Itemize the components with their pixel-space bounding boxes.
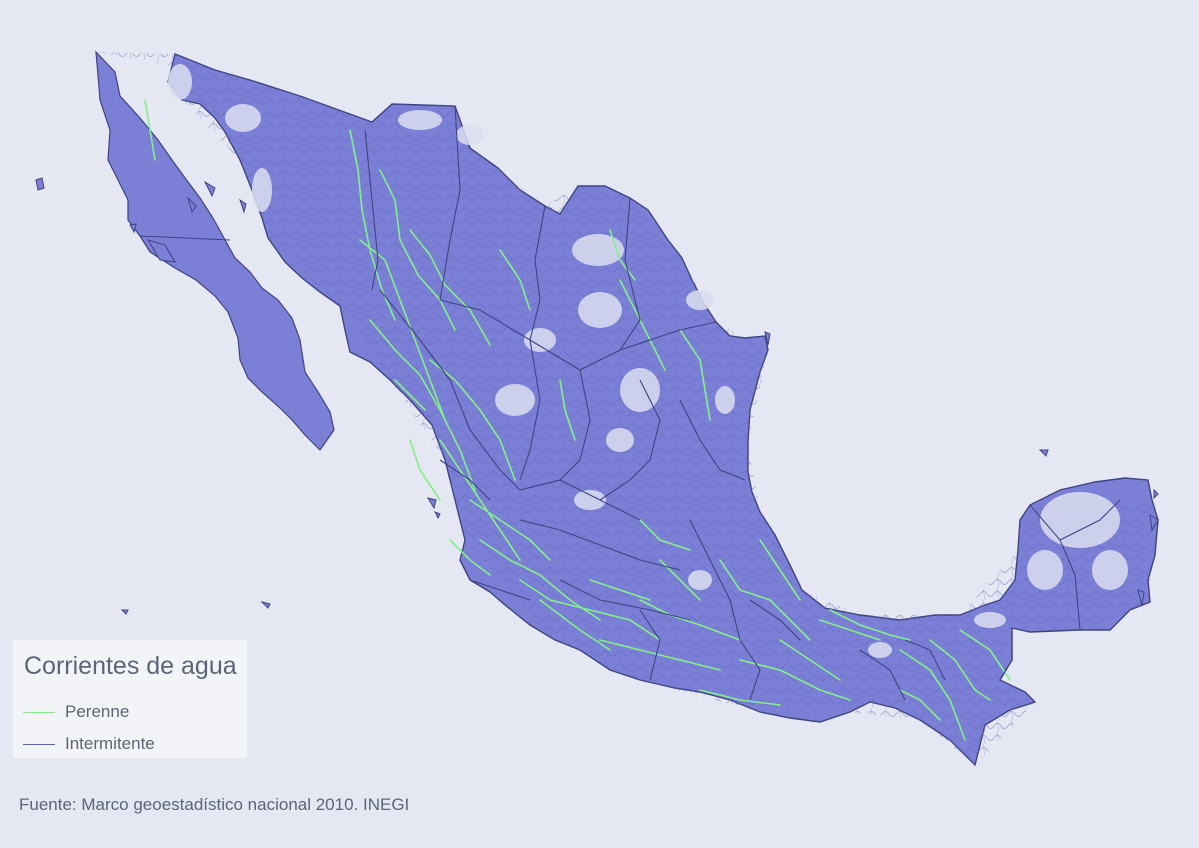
- intermittent-streams-layer: [96, 52, 1152, 765]
- legend-item-intermittent: Intermitente: [23, 728, 237, 760]
- map-legend: Corrientes de agua Perenne Intermitente: [13, 640, 247, 758]
- legend-item-perennial: Perenne: [23, 696, 237, 728]
- source-caption: Fuente: Marco geoestadístico nacional 20…: [19, 795, 410, 814]
- perennial-swatch: [23, 711, 55, 713]
- intermittent-swatch: [23, 743, 55, 745]
- dry-areas-layer: [168, 64, 1128, 658]
- islands-layer: [35, 177, 1159, 615]
- baja-california-landmass: [95, 50, 335, 451]
- perennial-streams-layer: [144, 99, 1011, 741]
- legend-title: Corrientes de agua: [24, 652, 237, 680]
- legend-label-intermittent: Intermitente: [65, 734, 155, 753]
- legend-label-perennial: Perenne: [65, 702, 130, 721]
- state-borders-layer: [139, 105, 1121, 701]
